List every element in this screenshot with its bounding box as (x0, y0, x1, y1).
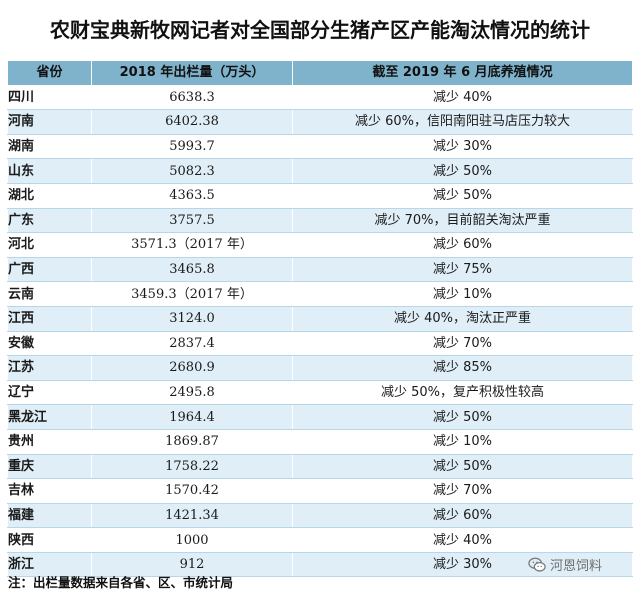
province-cell: 云南 (7, 281, 92, 307)
table-row: 安徽 2837.4 减少 70% (7, 330, 633, 357)
province-cell: 广西 (7, 256, 92, 283)
output-cell: 1758.22 (91, 453, 293, 480)
table-row: 陕西 1000 减少 40% (7, 527, 633, 553)
status-cell: 减少 50% (292, 182, 633, 209)
table-row: 辽宁 2495.8 减少 50%，复产积极性较高 (7, 379, 633, 406)
status-cell: 减少 50% (292, 404, 633, 430)
output-cell: 3571.3（2017 年） (91, 232, 293, 258)
table-row: 黑龙江 1964.4 减少 50% (7, 404, 633, 430)
output-cell: 3459.3（2017 年） (91, 281, 293, 307)
output-cell: 2495.8 (91, 379, 293, 406)
status-cell: 减少 60% (292, 232, 633, 258)
table-row: 福建 1421.34 减少 60% (7, 502, 633, 529)
status-cell: 减少 75% (292, 256, 633, 283)
province-cell: 广东 (7, 207, 92, 234)
watermark: 河恩饲料 (528, 555, 602, 574)
status-cell: 减少 10% (292, 428, 633, 455)
table-row: 浙江 912 减少 30% (7, 551, 633, 578)
table-row: 云南 3459.3（2017 年） 减少 10% (7, 281, 633, 307)
table-row: 山东 5082.3 减少 50% (7, 158, 633, 184)
status-cell: 减少 10% (292, 281, 633, 307)
output-cell: 1964.4 (91, 404, 293, 430)
status-cell: 减少 50% (292, 158, 633, 184)
output-cell: 5993.7 (91, 133, 293, 160)
province-cell: 贵州 (7, 428, 92, 455)
output-cell: 2680.9 (91, 355, 293, 381)
province-cell: 重庆 (7, 453, 92, 480)
table-row: 江西 3124.0 减少 40%，淘汰正严重 (7, 305, 633, 332)
output-cell: 1421.34 (91, 502, 293, 529)
table-row: 广西 3465.8 减少 75% (7, 256, 633, 283)
output-cell: 1570.42 (91, 478, 293, 504)
province-cell: 河南 (7, 109, 92, 135)
status-cell: 减少 40%，淘汰正严重 (292, 305, 633, 332)
province-cell: 浙江 (7, 551, 92, 578)
header-status: 截至 2019 年 6 月底养殖情况 (292, 60, 633, 86)
status-cell: 减少 40% (292, 527, 633, 553)
table-row: 吉林 1570.42 减少 70% (7, 478, 633, 504)
status-cell: 减少 30% (292, 551, 633, 578)
output-cell: 6402.38 (91, 109, 293, 135)
table-row: 重庆 1758.22 减少 50% (7, 453, 633, 480)
province-cell: 江苏 (7, 355, 92, 381)
table-row: 江苏 2680.9 减少 85% (7, 355, 633, 381)
output-cell: 3757.5 (91, 207, 293, 234)
province-cell: 江西 (7, 305, 92, 332)
table-body: 四川 6638.3 减少 40% 河南 6402.38 减少 60%，信阳南阳驻马店压力较… (7, 84, 633, 578)
province-cell: 河北 (7, 232, 92, 258)
province-cell: 黑龙江 (7, 404, 92, 430)
status-cell: 减少 60%，信阳南阳驻马店压力较大 (292, 109, 633, 135)
province-cell: 四川 (7, 84, 92, 111)
footnote: 注：出栏量数据来自各省、区、市统计局 (8, 575, 234, 590)
province-cell: 湖北 (7, 182, 92, 209)
table-row: 四川 6638.3 减少 40% (7, 84, 633, 111)
status-cell: 减少 40% (292, 84, 633, 111)
table-row: 湖北 4363.5 减少 50% (7, 182, 633, 209)
table-row: 河南 6402.38 减少 60%，信阳南阳驻马店压力较大 (7, 109, 633, 135)
output-cell: 2837.4 (91, 330, 293, 357)
status-cell: 减少 70% (292, 330, 633, 357)
table-header-row: 省份 2018 年出栏量（万头） 截至 2019 年 6 月底养殖情况 (7, 60, 633, 86)
table-row: 贵州 1869.87 减少 10% (7, 428, 633, 455)
status-cell: 减少 50% (292, 453, 633, 480)
table-row: 广东 3757.5 减少 70%，目前韶关淘汰严重 (7, 207, 633, 234)
province-cell: 湖南 (7, 133, 92, 160)
status-cell: 减少 70%，目前韶关淘汰严重 (292, 207, 633, 234)
table-row: 湖南 5993.7 减少 30% (7, 133, 633, 160)
header-output: 2018 年出栏量（万头） (91, 60, 293, 86)
province-cell: 山东 (7, 158, 92, 184)
capacity-table: 省份 2018 年出栏量（万头） 截至 2019 年 6 月底养殖情况 四川 66… (7, 60, 633, 578)
output-cell: 4363.5 (91, 182, 293, 209)
header-province: 省份 (7, 60, 92, 86)
output-cell: 6638.3 (91, 84, 293, 111)
output-cell: 1869.87 (91, 428, 293, 455)
province-cell: 辽宁 (7, 379, 92, 406)
status-cell: 减少 60% (292, 502, 633, 529)
status-cell: 减少 70% (292, 478, 633, 504)
output-cell: 3465.8 (91, 256, 293, 283)
output-cell: 3124.0 (91, 305, 293, 332)
province-cell: 安徽 (7, 330, 92, 357)
status-cell: 减少 85% (292, 355, 633, 381)
province-cell: 福建 (7, 502, 92, 529)
output-cell: 1000 (91, 527, 293, 553)
province-cell: 吉林 (7, 478, 92, 504)
page-title: 农财宝典新牧网记者对全国部分生猪产区产能淘汰情况的统计 (50, 17, 590, 42)
output-cell: 5082.3 (91, 158, 293, 184)
status-cell: 减少 30% (292, 133, 633, 160)
province-cell: 陕西 (7, 527, 92, 553)
table-row: 河北 3571.3（2017 年） 减少 60% (7, 232, 633, 258)
watermark-text: 河恩饲料 (550, 559, 603, 574)
wechat-icon (528, 557, 546, 572)
status-cell: 减少 50%，复产积极性较高 (292, 379, 633, 406)
